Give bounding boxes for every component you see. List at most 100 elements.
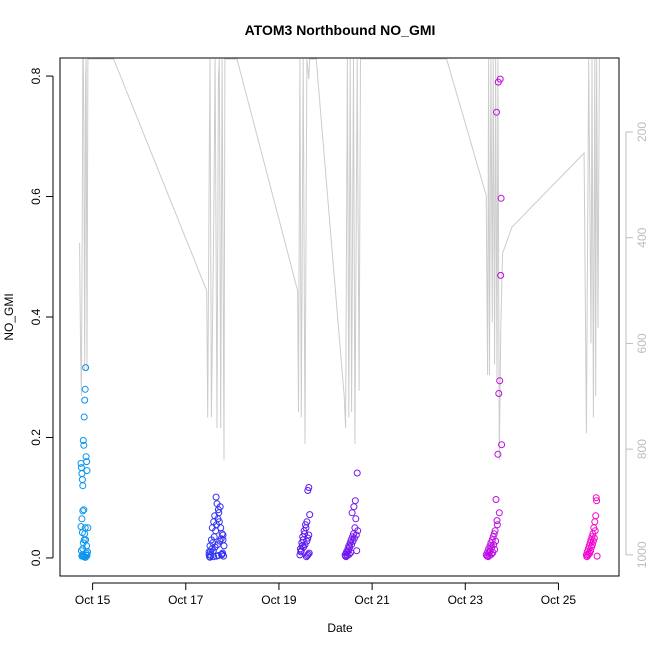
data-point <box>589 537 597 545</box>
data-point <box>77 523 85 531</box>
x-tick-label: Oct 21 <box>354 593 390 607</box>
y-axis-label: NO_GMI <box>2 293 16 340</box>
x-axis: Oct 15 Oct 17 Oct 19 Oct 21 Oct 23 Oct 25 <box>75 582 577 607</box>
data-points-layer <box>77 75 601 561</box>
data-point <box>84 548 91 556</box>
data-point <box>497 271 505 279</box>
data-point <box>302 521 309 529</box>
data-point <box>82 453 90 461</box>
data-point <box>305 549 313 557</box>
data-point <box>206 553 214 561</box>
data-point <box>496 377 504 385</box>
data-point <box>81 524 89 532</box>
data-point <box>81 385 89 393</box>
data-point <box>486 542 494 550</box>
data-point <box>591 527 599 535</box>
data-point <box>220 552 227 560</box>
right-tick-label: 200 <box>635 122 649 142</box>
data-point <box>353 469 361 477</box>
data-point <box>304 534 312 542</box>
right-tick-label: 400 <box>635 227 649 247</box>
data-point <box>211 543 219 551</box>
x-tick-label: Oct 25 <box>541 593 577 607</box>
data-point <box>78 476 86 484</box>
data-point <box>84 524 92 532</box>
data-point <box>82 364 90 372</box>
data-point <box>588 541 596 549</box>
chart-title: ATOM3 Northbound NO_GMI <box>245 22 436 38</box>
data-point <box>305 484 313 491</box>
data-point <box>79 437 87 444</box>
data-point <box>77 464 85 472</box>
data-point <box>81 396 89 404</box>
data-point <box>80 413 88 421</box>
data-point <box>353 547 361 555</box>
data-point <box>304 550 312 558</box>
data-point <box>352 531 360 539</box>
data-point <box>496 75 504 83</box>
data-point <box>79 507 87 515</box>
data-point <box>490 541 498 549</box>
data-point <box>212 493 220 501</box>
data-point <box>78 515 86 523</box>
data-point <box>80 441 88 449</box>
y-axis: 0.0 0.2 0.4 0.6 0.8 <box>29 67 54 566</box>
data-point <box>497 194 505 202</box>
right-tick-label: 600 <box>635 333 649 353</box>
data-point <box>495 390 503 397</box>
data-point <box>83 552 91 559</box>
right-tick-label: 1000 <box>635 541 649 568</box>
x-axis-label: Date <box>327 621 353 635</box>
data-point <box>592 512 600 520</box>
x-tick-label: Oct 23 <box>448 593 484 607</box>
data-point <box>210 553 218 561</box>
data-point <box>80 536 88 544</box>
data-point <box>493 517 501 525</box>
data-point <box>217 535 225 543</box>
y-tick-label: 0.0 <box>29 549 43 566</box>
y-tick-label: 0.8 <box>29 67 43 84</box>
data-point <box>592 494 600 502</box>
right-tick-label: 800 <box>635 439 649 459</box>
y-tick-label: 0.6 <box>29 188 43 205</box>
data-point <box>79 539 87 547</box>
data-point <box>491 527 499 535</box>
data-point <box>492 496 500 503</box>
pressure-trace-layer <box>79 58 600 460</box>
data-point <box>585 550 593 558</box>
data-point <box>593 497 601 505</box>
data-point <box>494 450 502 458</box>
data-point <box>492 537 500 545</box>
data-point <box>348 509 356 517</box>
data-point <box>214 552 222 559</box>
data-point <box>218 550 226 558</box>
data-point <box>490 530 498 538</box>
data-point <box>216 503 224 511</box>
data-point <box>301 541 309 549</box>
data-point <box>493 521 501 529</box>
data-point <box>349 533 356 541</box>
data-point <box>348 541 356 549</box>
data-point <box>586 539 594 547</box>
data-point <box>80 506 88 514</box>
data-point <box>354 527 362 535</box>
data-point <box>488 536 496 544</box>
x-tick-label: Oct 17 <box>168 593 204 607</box>
data-point <box>491 546 499 553</box>
pressure-trace-line <box>79 58 600 460</box>
x-tick-label: Oct 19 <box>261 593 297 607</box>
data-point <box>591 518 599 526</box>
data-point <box>345 550 353 558</box>
data-point <box>590 534 598 542</box>
data-point <box>83 458 91 466</box>
data-point <box>306 511 314 519</box>
data-point <box>305 531 313 539</box>
data-point <box>495 509 503 517</box>
right-axis: 200 400 600 800 1000 <box>625 122 649 568</box>
data-point <box>498 441 506 449</box>
data-point <box>220 542 228 550</box>
x-tick-label: Oct 15 <box>75 593 111 607</box>
y-tick-label: 0.2 <box>29 429 43 446</box>
data-point <box>219 531 227 539</box>
